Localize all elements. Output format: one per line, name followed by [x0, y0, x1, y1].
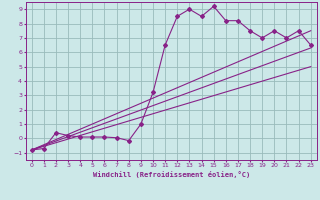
- X-axis label: Windchill (Refroidissement éolien,°C): Windchill (Refroidissement éolien,°C): [92, 171, 250, 178]
